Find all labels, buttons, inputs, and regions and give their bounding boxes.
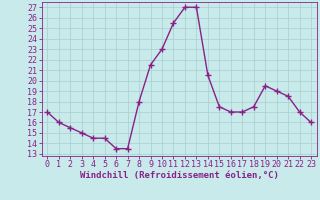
X-axis label: Windchill (Refroidissement éolien,°C): Windchill (Refroidissement éolien,°C) bbox=[80, 171, 279, 180]
